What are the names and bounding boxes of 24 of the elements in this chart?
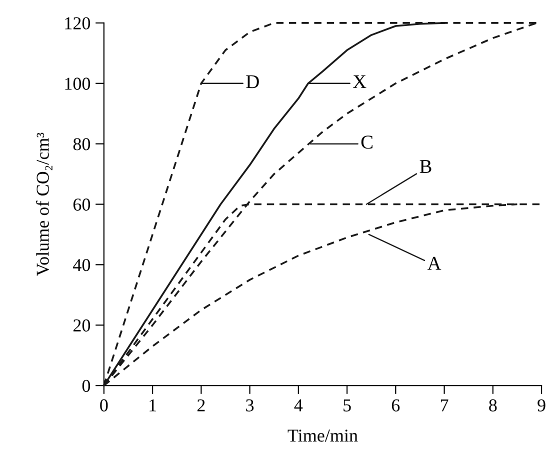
x-tick-label: 0 xyxy=(100,399,108,412)
y-tick-label: 120 xyxy=(65,17,90,30)
y-axis-title: Volume of CO₂/cm³ xyxy=(36,132,52,276)
y-tick-label: 80 xyxy=(73,138,90,150)
y-tick-label: 100 xyxy=(65,78,90,90)
x-tick-label: 3 xyxy=(246,399,254,412)
annotation: A xyxy=(427,256,442,270)
x-tick-label: 2 xyxy=(197,399,205,412)
x-tick-label: 8 xyxy=(489,399,497,412)
x-tick-label: 5 xyxy=(344,399,351,412)
annotation: B xyxy=(420,160,432,173)
y-tick-label: 60 xyxy=(73,198,90,211)
x-tick-label: 9 xyxy=(538,399,546,412)
y-tick-label: 40 xyxy=(73,258,90,272)
y-tick-label: 0 xyxy=(82,380,90,392)
x-tick-label: 7 xyxy=(440,399,448,412)
x-axis-title: Time/min xyxy=(288,430,358,442)
x-tick-label: 6 xyxy=(392,399,400,412)
annotation: X xyxy=(353,75,366,88)
x-tick-label: 4 xyxy=(294,399,303,412)
annotation: D xyxy=(246,75,259,88)
x-tick-label: 1 xyxy=(150,399,156,412)
y-tick-label: 20 xyxy=(73,319,90,332)
annotation: C xyxy=(361,136,372,149)
